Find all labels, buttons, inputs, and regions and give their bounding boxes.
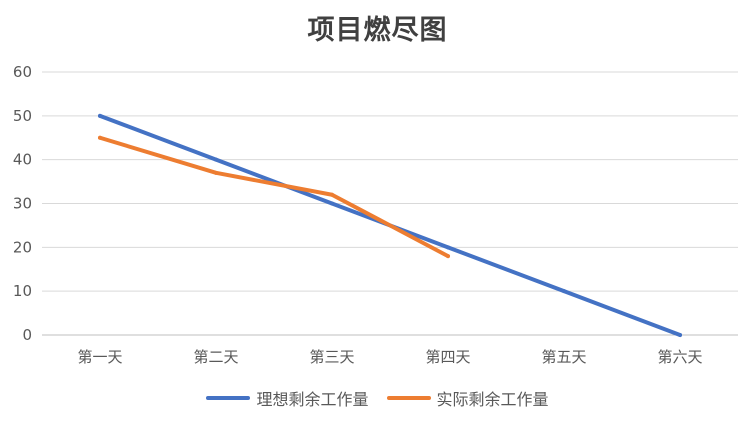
data-point-series-0: [98, 113, 102, 118]
data-point-series-0: [446, 245, 450, 250]
legend-item-ideal[interactable]: 理想剩余工作量: [206, 386, 369, 410]
legend-label-ideal: 理想剩余工作量: [256, 390, 369, 409]
x-tick-label: 第二天: [193, 348, 238, 366]
legend-swatch-actual: [386, 396, 431, 400]
series-line-1: [98, 135, 450, 259]
y-tick-label: 40: [13, 151, 32, 169]
data-point-series-0: [678, 333, 682, 337]
data-point-series-0: [562, 289, 566, 294]
x-tick-label: 第六天: [657, 348, 702, 366]
chart-title: 项目燃尽图: [307, 15, 448, 46]
data-point-series-0: [214, 157, 218, 162]
x-tick-label: 第四天: [425, 348, 470, 366]
y-tick-label: 60: [13, 63, 32, 81]
x-tick-label: 第五天: [541, 348, 586, 366]
data-point-series-1: [330, 192, 334, 197]
data-point-series-1: [446, 254, 450, 259]
y-tick-label: 0: [22, 326, 32, 344]
y-tick-label: 20: [13, 238, 32, 256]
legend-swatch-ideal: [206, 396, 251, 400]
y-tick-label: 10: [13, 282, 32, 300]
legend-item-actual[interactable]: 实际剩余工作量: [386, 386, 549, 410]
data-point-series-0: [330, 201, 334, 206]
legend: 理想剩余工作量 实际剩余工作量: [0, 386, 755, 410]
y-tick-label: 30: [13, 195, 32, 213]
x-tick-label: 第一天: [77, 348, 122, 366]
y-tick-label: 50: [13, 107, 32, 125]
data-point-series-1: [214, 170, 218, 175]
data-point-series-1: [98, 135, 102, 140]
legend-label-actual: 实际剩余工作量: [436, 390, 549, 409]
x-tick-label: 第三天: [309, 348, 354, 366]
